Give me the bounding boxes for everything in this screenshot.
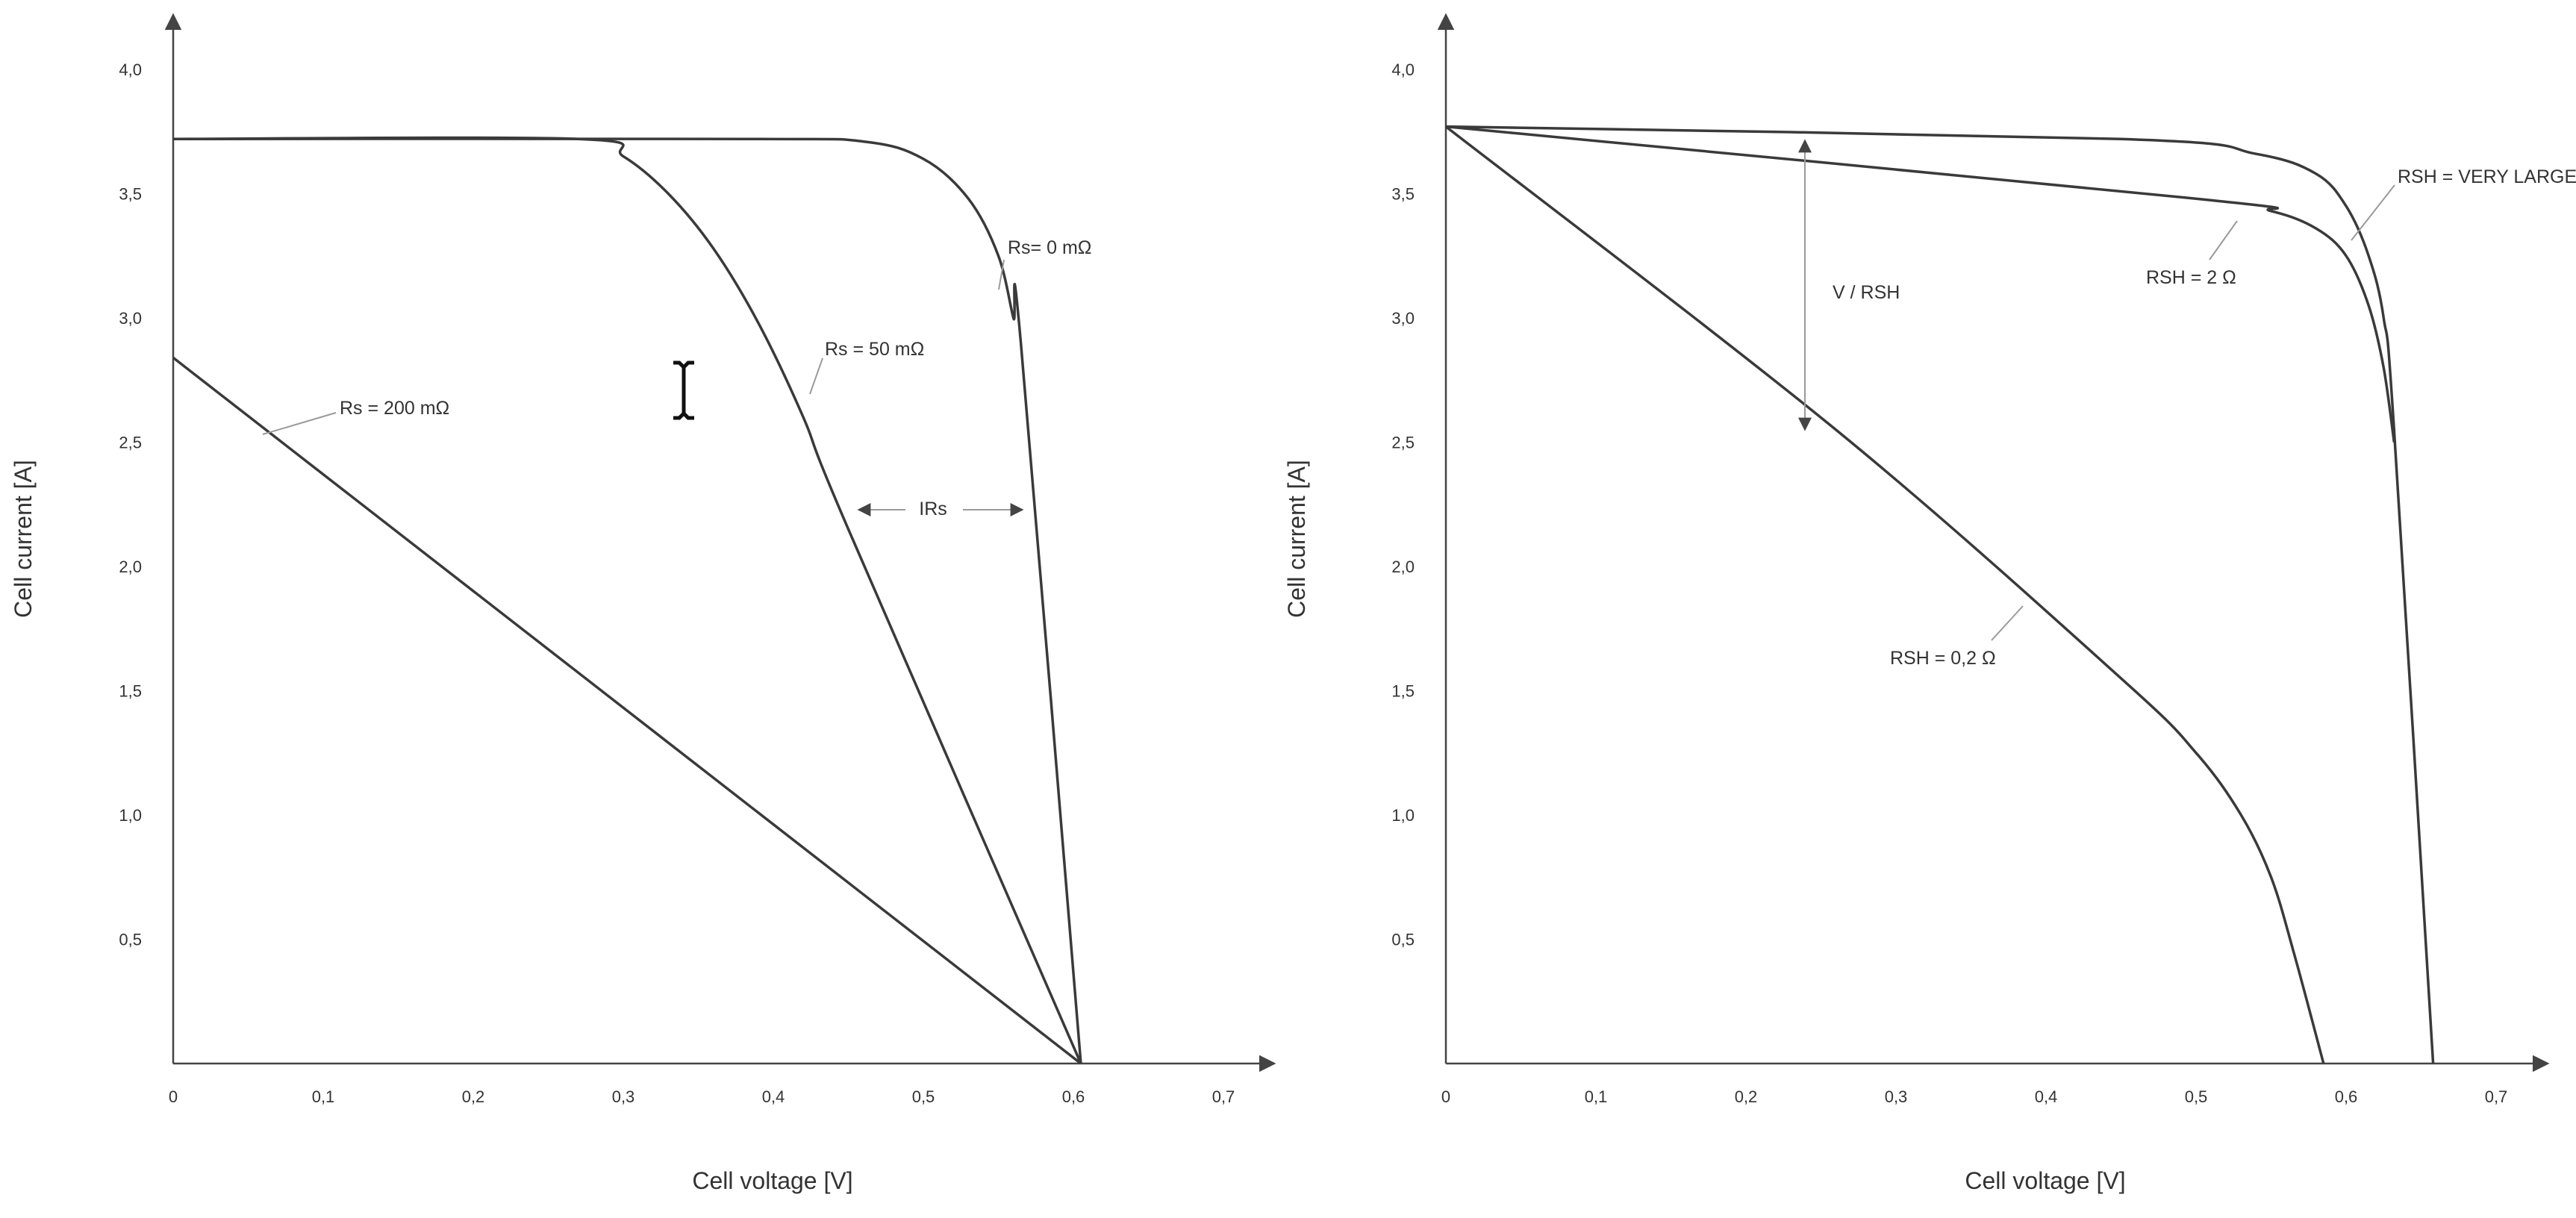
y-tick-label: 0,5 — [1391, 931, 1415, 949]
y-tick-label: 1,5 — [119, 682, 142, 701]
y-tick-label: 0,5 — [119, 931, 142, 949]
x-tick-label: 0,4 — [2035, 1087, 2058, 1106]
y-tick-label: 2,0 — [119, 558, 142, 576]
x-tick-label: 0 — [169, 1087, 178, 1106]
y-axis-title: Cell current [A] — [10, 460, 37, 618]
y-tick-label: 2,0 — [1391, 558, 1415, 576]
series-line — [1445, 125, 2396, 443]
x-tick-label: 0,6 — [1062, 1087, 1085, 1106]
x-tick-label: 0,2 — [1735, 1087, 1758, 1106]
x-tick-label: 0,3 — [612, 1087, 635, 1106]
series-label: Rs = 50 mΩ — [825, 339, 924, 360]
x-tick-label: 0,5 — [912, 1087, 935, 1106]
series-leader-line — [1991, 605, 2024, 641]
series-label: RSH = 0,2 Ω — [1890, 648, 1996, 669]
series-leader-line — [2209, 220, 2238, 260]
series-leader-line — [262, 412, 337, 435]
series-line — [172, 356, 1082, 1065]
y-tick-label: 2,5 — [1391, 434, 1415, 452]
y-tick-label: 1,0 — [1391, 806, 1415, 825]
text-cursor-icon — [673, 360, 694, 420]
panel-shunt-resistance: 0 0,1 0,2 0,3 0,4 0,5 0,6 0,7 0,5 1,0 1,5 2,0 2,5 3,0… — [1283, 13, 2576, 1194]
x-tick-label: 0,7 — [2485, 1087, 2508, 1106]
y-tick-label: 3,0 — [119, 309, 142, 328]
series-label: Rs = 200 mΩ — [340, 398, 449, 419]
x-tick-label: 0,1 — [1585, 1087, 1608, 1106]
x-tick-label: 0,3 — [1885, 1087, 1908, 1106]
series-leader-line — [998, 259, 1005, 290]
x-tick-label: 0,5 — [2185, 1087, 2208, 1106]
y-tick-label: 3,5 — [1391, 185, 1415, 204]
series-label: Rs= 0 mΩ — [1008, 237, 1091, 258]
series-line — [172, 136, 1082, 1064]
x-axis-title: Cell voltage [V] — [1965, 1167, 2125, 1194]
y-tick-label: 1,5 — [1391, 682, 1415, 701]
y-tick-label: 4,0 — [1391, 60, 1415, 79]
x-tick-label: 0,1 — [312, 1087, 335, 1106]
series-line — [1445, 125, 2435, 1064]
y-tick-label: 3,0 — [1391, 309, 1415, 328]
panel-series-resistance: 0 0,1 0,2 0,3 0,4 0,5 0,6 0,7 0,5 1,0 1,5 2,0 2,5 3,0… — [10, 13, 1276, 1194]
y-tick-label: 1,0 — [119, 806, 142, 825]
y-tick-label: 2,5 — [119, 434, 142, 452]
x-tick-label: 0,4 — [762, 1087, 785, 1106]
series-line — [1444, 125, 2325, 1064]
series-line — [172, 137, 1082, 1064]
series-leader-line — [2351, 184, 2395, 241]
irs-annotation: IRs — [919, 499, 947, 519]
series-label: RSH = VERY LARGE — [2398, 166, 2576, 187]
x-tick-label: 0,6 — [2335, 1087, 2358, 1106]
series-leader-line — [809, 357, 823, 395]
x-axis-title: Cell voltage [V] — [692, 1167, 852, 1194]
y-tick-label: 3,5 — [119, 185, 142, 204]
x-tick-label: 0 — [1441, 1087, 1450, 1106]
x-tick-label: 0,7 — [1212, 1087, 1235, 1106]
y-tick-label: 4,0 — [119, 60, 142, 79]
v-over-rsh-annotation: V / RSH — [1833, 282, 1900, 303]
x-tick-label: 0,2 — [462, 1087, 485, 1106]
series-label: RSH = 2 Ω — [2146, 267, 2236, 288]
y-axis-title: Cell current [A] — [1283, 460, 1310, 618]
